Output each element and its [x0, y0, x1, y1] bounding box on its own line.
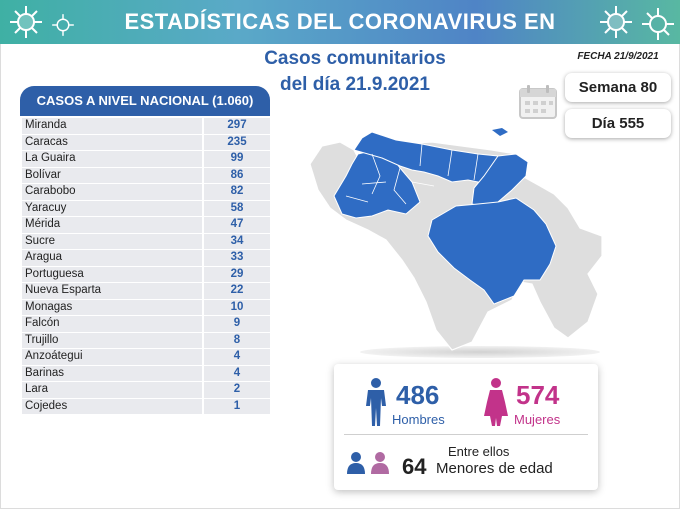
state-name: Anzoátegui: [22, 349, 202, 365]
table-row: Barinas 4: [20, 365, 270, 383]
table-row: Falcón 9: [20, 316, 270, 333]
state-name: Yaracuy: [22, 200, 202, 216]
table-row: Bolívar 86: [20, 167, 270, 185]
table-row: Mérida 47: [20, 217, 270, 234]
women-count: 574: [516, 380, 560, 410]
map-island: [492, 128, 508, 136]
case-count: 47: [204, 217, 270, 233]
minor-boy-icon: [347, 452, 365, 474]
table-row: Lara 2: [20, 382, 270, 399]
table-row: Caracas 235: [20, 134, 270, 152]
table-row: Monagas 10: [20, 299, 270, 317]
table-row: Aragua 33: [20, 250, 270, 267]
case-count: 2: [204, 382, 270, 398]
case-count: 33: [204, 250, 270, 266]
case-count: 1: [204, 398, 270, 414]
state-name: Trujillo: [22, 332, 202, 348]
stats-panel: 486 Hombres 574 Mujeres Entre ellos 64 M…: [334, 364, 598, 490]
title-banner: ESTADÍSTICAS DEL CORONAVIRUS EN VENEZUEL…: [0, 0, 680, 78]
minor-girl-icon: [371, 452, 389, 474]
state-name: Falcón: [22, 316, 202, 332]
minors-label: Menores de edad: [436, 460, 553, 477]
table-row: Nueva Esparta 22: [20, 283, 270, 300]
state-name: Monagas: [22, 299, 202, 315]
state-name: Miranda: [22, 118, 202, 134]
case-count: 34: [204, 233, 270, 249]
week-badge: Semana 80: [565, 73, 671, 102]
subtitle: Casos comunitarios del día 21.9.2021: [220, 46, 490, 98]
state-name: Lara: [22, 382, 202, 398]
state-name: Barinas: [22, 365, 202, 381]
state-name: Nueva Esparta: [22, 283, 202, 299]
minors-count: 64: [402, 454, 427, 479]
subtitle-line1: Casos comunitarios: [264, 48, 446, 69]
day-badge: Día 555: [565, 109, 671, 138]
man-icon: [366, 378, 386, 426]
table-row: Sucre 34: [20, 233, 270, 251]
state-name: Portuguesa: [22, 266, 202, 282]
subtitle-line2: del día 21.9.2021: [280, 74, 430, 95]
venezuela-map: [309, 128, 603, 351]
case-count: 8: [204, 332, 270, 348]
table-row: Yaracuy 58: [20, 200, 270, 218]
table-row: Miranda 297: [20, 118, 270, 135]
women-label: Mujeres: [514, 412, 561, 427]
date-label: FECHA 21/9/2021: [577, 51, 659, 62]
woman-icon: [484, 378, 508, 426]
virus-icon: [52, 14, 74, 36]
men-label: Hombres: [392, 412, 445, 427]
minors-intro: Entre ellos: [448, 444, 510, 459]
state-name: Mérida: [22, 217, 202, 233]
case-count: 297: [204, 118, 270, 134]
case-count: 10: [204, 299, 270, 315]
state-name: Carabobo: [22, 184, 202, 200]
case-count: 29: [204, 266, 270, 282]
banner-title: ESTADÍSTICAS DEL CORONAVIRUS EN VENEZUEL…: [124, 9, 556, 78]
state-name: Bolívar: [22, 167, 202, 183]
table-row: Carabobo 82: [20, 184, 270, 201]
map-shadow: [360, 346, 600, 358]
table-row: Anzoátegui 4: [20, 349, 270, 366]
state-name: Aragua: [22, 250, 202, 266]
case-count: 99: [204, 151, 270, 167]
table-row: La Guaira 99: [20, 151, 270, 168]
case-count: 9: [204, 316, 270, 332]
table-heading: CASOS A NIVEL NACIONAL (1.060): [20, 86, 270, 116]
state-name: Cojedes: [22, 398, 202, 414]
virus-icon: [642, 8, 674, 40]
divider: [344, 434, 588, 435]
map-region-bolivar: [427, 197, 557, 305]
case-count: 58: [204, 200, 270, 216]
table-row: Trujillo 8: [20, 332, 270, 350]
state-name: Sucre: [22, 233, 202, 249]
case-count: 4: [204, 349, 270, 365]
men-count: 486: [396, 380, 440, 410]
virus-icon: [600, 6, 632, 38]
case-count: 86: [204, 167, 270, 183]
case-count: 4: [204, 365, 270, 381]
table-row: Cojedes 1: [20, 398, 270, 416]
case-count: 82: [204, 184, 270, 200]
virus-icon: [10, 6, 42, 38]
calendar-icon: [519, 85, 557, 119]
state-name: La Guaira: [22, 151, 202, 167]
cases-table: Miranda 297 Caracas 235 La Guaira 99 Bolívar 86…: [20, 118, 270, 415]
state-name: Caracas: [22, 134, 202, 150]
case-count: 22: [204, 283, 270, 299]
case-count: 235: [204, 134, 270, 150]
table-row: Portuguesa 29: [20, 266, 270, 284]
